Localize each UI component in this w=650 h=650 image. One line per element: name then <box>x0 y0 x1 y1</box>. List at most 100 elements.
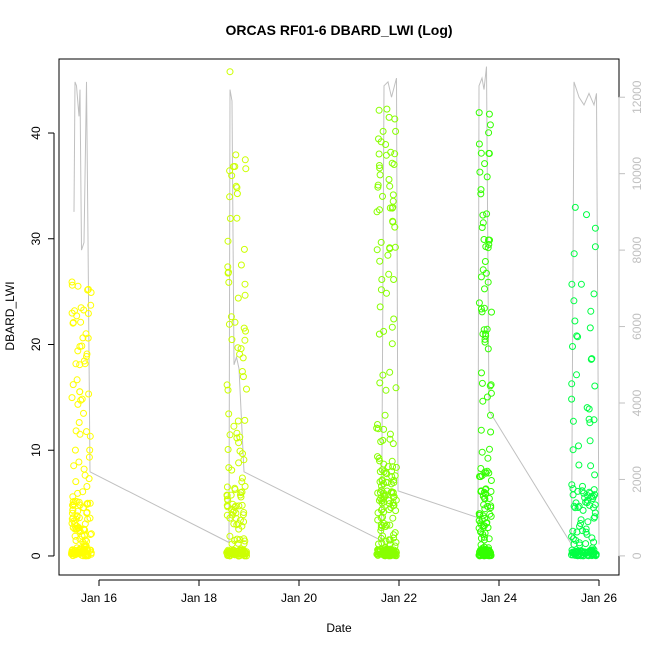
data-point <box>68 394 76 402</box>
data-point <box>84 310 92 317</box>
data-point <box>73 512 81 520</box>
data-point <box>486 121 494 129</box>
data-point <box>568 481 576 489</box>
data-point <box>229 163 237 171</box>
data-point <box>68 281 76 289</box>
y-tick-label: 10 <box>29 443 43 457</box>
data-point <box>239 511 247 519</box>
data-point <box>381 411 389 419</box>
data-point <box>569 343 576 350</box>
data-point <box>224 237 232 245</box>
data-point <box>239 373 247 381</box>
data-point <box>241 416 249 424</box>
data-point <box>223 381 231 389</box>
data-point <box>485 495 493 502</box>
data-point <box>378 477 386 485</box>
data-point <box>223 491 231 499</box>
data-point <box>374 453 381 461</box>
data-point <box>477 528 485 535</box>
data-point <box>590 486 598 494</box>
data-point <box>390 479 398 486</box>
data-point <box>379 192 386 200</box>
data-point <box>240 535 248 543</box>
x-axis-label: Date <box>326 621 352 635</box>
data-point <box>228 540 236 548</box>
x-tick-label: Jan 20 <box>281 591 317 605</box>
data-point <box>390 161 398 168</box>
data-point <box>74 347 82 355</box>
data-point <box>477 190 485 198</box>
data-point <box>76 430 84 438</box>
data-point <box>243 385 250 393</box>
y2-tick-label: 0 <box>630 552 644 559</box>
data-point <box>479 211 487 219</box>
data-point <box>83 509 91 517</box>
data-point <box>84 500 91 508</box>
data-point <box>375 106 383 114</box>
data-point <box>75 458 83 466</box>
data-point <box>571 203 579 211</box>
data-point <box>568 380 576 388</box>
data-point <box>480 501 488 509</box>
data-point <box>224 550 232 558</box>
data-point <box>72 360 80 368</box>
y-tick-label: 0 <box>29 552 43 559</box>
data-point <box>390 276 398 283</box>
data-point <box>586 489 594 497</box>
data-point <box>487 512 495 520</box>
data-point <box>84 334 92 342</box>
data-point <box>231 484 239 492</box>
data-point <box>392 463 400 471</box>
data-point <box>583 530 591 538</box>
data-point <box>577 516 585 524</box>
data-point <box>478 224 486 231</box>
y-tick-label: 40 <box>29 126 43 140</box>
data-point <box>384 251 392 259</box>
data-point <box>388 323 396 331</box>
data-point <box>389 217 397 225</box>
data-point <box>487 477 495 484</box>
series-rf05 <box>568 203 600 560</box>
data-point <box>387 148 395 156</box>
data-point <box>382 141 390 148</box>
x-axis: Jan 16 Jan 18 Jan 20 Jan 22 Jan 24 Jan 26 <box>81 579 617 605</box>
data-point <box>591 513 599 521</box>
data-point <box>480 304 488 312</box>
data-point <box>81 471 89 479</box>
data-point <box>573 371 580 379</box>
y2-tick-label: 8000 <box>630 236 644 263</box>
data-point <box>576 550 584 557</box>
data-point <box>583 404 591 412</box>
y2-tick-label: 2000 <box>630 466 644 493</box>
data-point <box>571 504 579 512</box>
x-tick-label: Jan 16 <box>81 591 117 605</box>
data-point <box>570 502 578 510</box>
data-point <box>390 493 398 501</box>
data-point <box>569 417 577 425</box>
data-point <box>385 176 393 183</box>
data-point <box>234 520 242 528</box>
data-point <box>377 286 385 294</box>
data-point <box>376 379 384 387</box>
data-point <box>569 548 577 556</box>
series-rf03 <box>373 105 400 560</box>
data-point <box>386 435 394 443</box>
data-point <box>234 294 242 302</box>
data-point <box>86 446 94 454</box>
data-point <box>68 519 76 527</box>
data-point <box>72 537 80 544</box>
data-point <box>568 533 576 541</box>
data-point <box>383 521 391 529</box>
data-point <box>374 181 382 189</box>
data-point <box>386 521 394 529</box>
data-point <box>74 550 82 558</box>
y-tick-label: 30 <box>29 232 43 246</box>
data-point <box>377 486 385 494</box>
data-point <box>485 129 493 137</box>
data-point <box>482 243 490 251</box>
y-axis-label: DBARD_LWI <box>3 281 17 350</box>
data-point <box>77 318 85 326</box>
data-point <box>86 514 94 522</box>
data-point <box>582 540 590 548</box>
data-point <box>374 516 382 524</box>
